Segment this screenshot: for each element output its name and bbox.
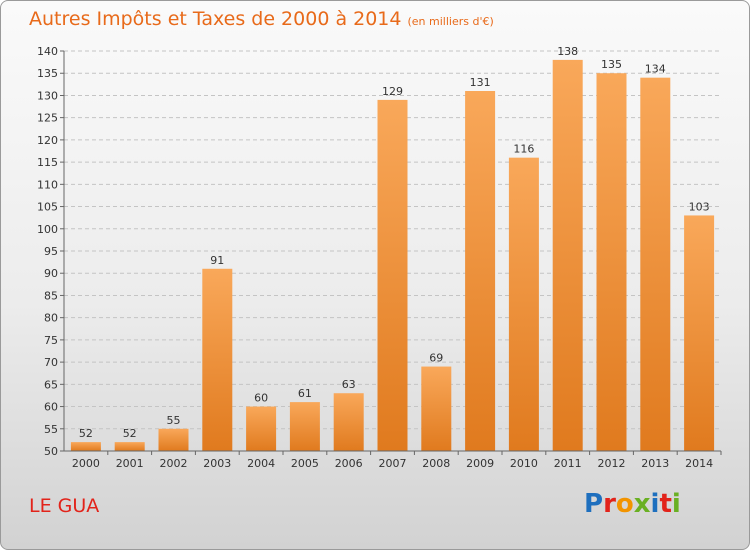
y-tick-label: 70 — [44, 356, 58, 369]
y-tick-label: 65 — [44, 378, 58, 391]
x-tick-label: 2014 — [685, 457, 713, 470]
bar — [289, 402, 320, 451]
bar — [70, 442, 101, 451]
bar — [114, 442, 145, 451]
bar — [684, 215, 715, 451]
bar-value-label: 129 — [382, 85, 403, 98]
x-tick-label: 2004 — [247, 457, 275, 470]
x-tick-label: 2010 — [510, 457, 538, 470]
y-tick-label: 55 — [44, 423, 58, 436]
bar-value-label: 91 — [210, 254, 224, 267]
x-tick-label: 2002 — [160, 457, 188, 470]
chart-title: Autres Impôts et Taxes de 2000 à 2014 (en… — [29, 8, 494, 30]
bar-value-label: 52 — [79, 427, 93, 440]
x-tick-label: 2003 — [203, 457, 231, 470]
x-tick-label: 2006 — [335, 457, 363, 470]
bar-value-label: 61 — [298, 387, 312, 400]
y-tick-label: 60 — [44, 401, 58, 414]
y-tick-label: 75 — [44, 334, 58, 347]
bar — [640, 77, 671, 452]
x-tick-label: 2013 — [641, 457, 669, 470]
logo-letter: P — [584, 489, 604, 519]
bar — [552, 59, 583, 452]
x-tick-label: 2009 — [466, 457, 494, 470]
y-tick-label: 115 — [37, 156, 58, 169]
y-tick-label: 50 — [44, 445, 58, 458]
commune-name: LE GUA — [29, 495, 100, 517]
y-tick-label: 120 — [37, 134, 58, 147]
bar-value-label: 52 — [123, 427, 137, 440]
bar — [377, 99, 408, 451]
bar — [246, 406, 277, 451]
bar-value-label: 63 — [342, 378, 356, 391]
y-tick-label: 125 — [37, 112, 58, 125]
y-tick-label: 95 — [44, 245, 58, 258]
bar — [465, 91, 496, 451]
bar-value-label: 103 — [689, 200, 710, 213]
proxiti-logo: Proxiti — [584, 489, 681, 519]
bar-value-label: 134 — [645, 63, 666, 76]
chart-subtitle: (en milliers d'€) — [407, 15, 494, 28]
y-tick-label: 110 — [37, 178, 58, 191]
x-tick-label: 2011 — [554, 457, 582, 470]
y-tick-label: 140 — [37, 45, 58, 58]
x-tick-label: 2007 — [379, 457, 407, 470]
x-tick-label: 2012 — [598, 457, 626, 470]
bar-value-label: 60 — [254, 392, 268, 405]
x-tick-label: 2001 — [116, 457, 144, 470]
x-tick-label: 2005 — [291, 457, 319, 470]
y-tick-label: 85 — [44, 289, 58, 302]
x-tick-label: 2008 — [422, 457, 450, 470]
bar-value-label: 55 — [167, 414, 181, 427]
bar — [202, 268, 233, 451]
logo-letter: t — [659, 489, 672, 519]
bar-value-label: 135 — [601, 58, 622, 71]
logo-letter: i — [671, 489, 681, 519]
bar — [596, 73, 627, 451]
bar-value-label: 69 — [429, 352, 443, 365]
bar — [421, 366, 452, 451]
logo-letter: r — [603, 489, 616, 519]
logo-letter: o — [615, 489, 634, 519]
bar — [158, 428, 189, 451]
y-tick-label: 80 — [44, 312, 58, 325]
bar-value-label: 138 — [557, 45, 578, 58]
y-tick-label: 105 — [37, 201, 58, 214]
x-tick-label: 2000 — [72, 457, 100, 470]
y-tick-label: 130 — [37, 89, 58, 102]
bar — [508, 157, 539, 451]
bar-value-label: 131 — [470, 76, 491, 89]
logo-letter: i — [650, 489, 660, 519]
y-tick-label: 100 — [37, 223, 58, 236]
logo-letter: x — [633, 489, 651, 519]
chart-title-text: Autres Impôts et Taxes de 2000 à 2014 — [29, 8, 402, 30]
bar — [333, 393, 364, 451]
y-tick-label: 135 — [37, 67, 58, 80]
y-tick-label: 90 — [44, 267, 58, 280]
bar-value-label: 116 — [513, 143, 534, 156]
